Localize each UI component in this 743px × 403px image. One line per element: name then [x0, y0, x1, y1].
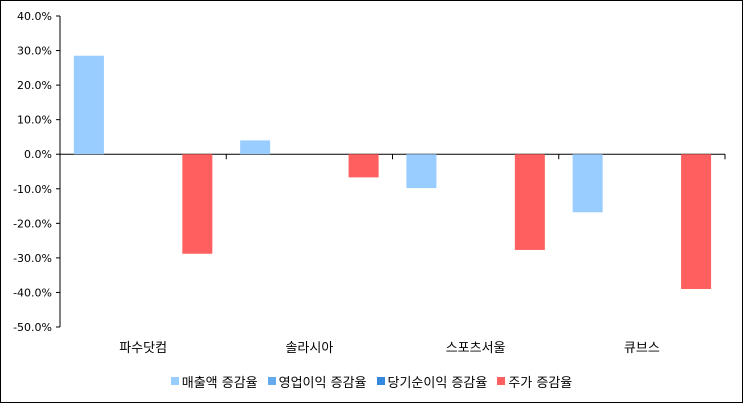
bar — [572, 154, 603, 213]
legend-label: 매출액 증감율 — [181, 375, 258, 391]
bar — [514, 154, 545, 250]
legend-label: 당기순이익 증감율 — [387, 375, 488, 391]
x-category-label: 파수닷컴 — [119, 341, 167, 356]
bar — [406, 154, 437, 189]
legend-label: 영업이익 증감율 — [278, 375, 367, 391]
legend-swatch — [497, 377, 506, 385]
y-tick-label: -50.0% — [13, 321, 52, 334]
bar — [182, 154, 213, 254]
y-tick-label: 40.0% — [17, 10, 52, 23]
bar — [240, 140, 271, 155]
legend-swatch — [170, 377, 179, 385]
y-tick-label: 0.0% — [24, 148, 52, 161]
legend-item: 영업이익 증감율 — [267, 372, 367, 391]
y-tick-label: 20.0% — [17, 79, 52, 92]
legend-item: 매출액 증감율 — [170, 372, 258, 391]
legend-label: 주가 증감율 — [508, 375, 573, 391]
legend-item: 주가 증감율 — [497, 372, 572, 391]
legend-item: 당기순이익 증감율 — [376, 372, 488, 391]
y-tick-label: -10.0% — [13, 183, 52, 196]
x-category-label: 큐브스 — [624, 341, 660, 356]
x-category-label: 솔라시아 — [285, 341, 333, 356]
legend-swatch — [267, 377, 276, 385]
bar — [348, 154, 379, 178]
x-category-label: 스포츠서울 — [446, 341, 506, 356]
bar — [73, 55, 104, 155]
bar — [681, 154, 712, 289]
legend: 매출액 증감율 영업이익 증감율 당기순이익 증감율 주가 증감율 — [0, 372, 743, 391]
y-tick-label: -20.0% — [13, 217, 52, 230]
y-tick-label: 30.0% — [17, 45, 52, 58]
legend-swatch — [376, 377, 385, 385]
y-tick-label: -40.0% — [13, 286, 52, 299]
y-tick-label: 10.0% — [17, 114, 52, 127]
y-tick-label: -30.0% — [13, 252, 52, 265]
